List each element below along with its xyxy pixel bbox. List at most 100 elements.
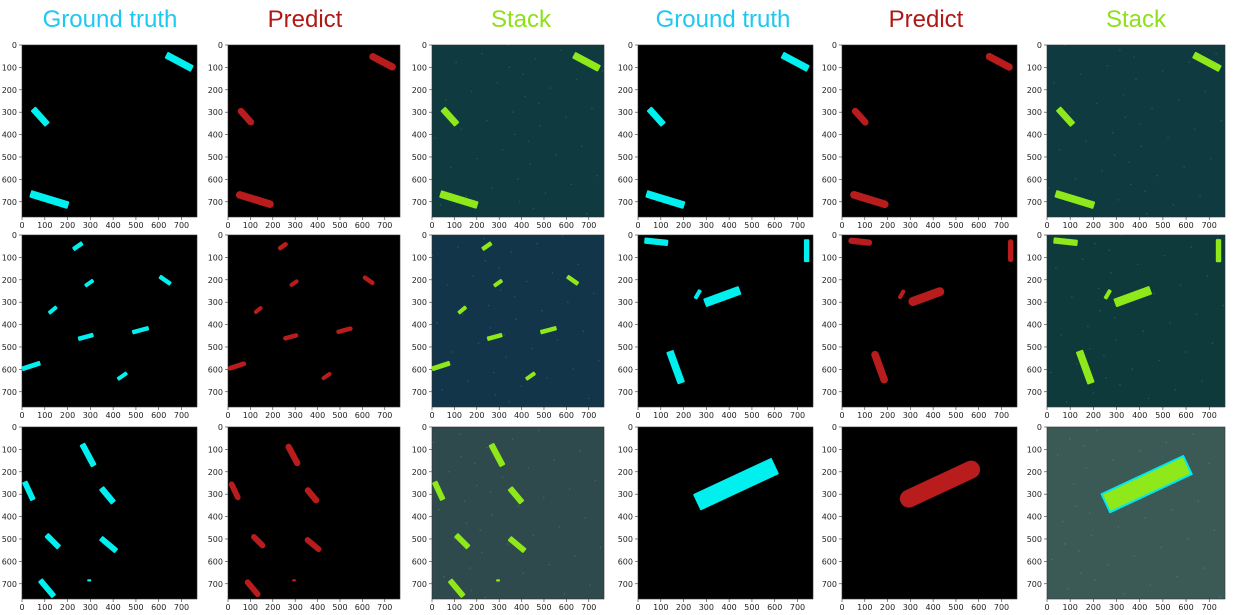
sea-texture [1106,563,1109,566]
y-tick-label: 600 [1027,557,1042,566]
y-tick-label: 100 [618,253,633,262]
y-tick-label: 100 [1027,63,1042,72]
sea-texture [555,154,557,156]
x-tick-label: 200 [469,603,484,612]
y-tick-label: 400 [822,131,837,140]
sea-texture [501,149,504,151]
sea-texture [1138,123,1141,125]
sea-texture [1192,433,1194,435]
y-tick-label: 400 [1027,131,1042,140]
sea-texture [534,57,536,60]
x-tick-label: 500 [948,221,963,230]
sea-texture [579,450,581,452]
sea-texture [1199,195,1201,198]
y-tick-label: 0 [628,423,633,432]
x-tick-label: 200 [1086,411,1101,420]
y-tick-label: 200 [1027,86,1042,95]
sea-texture [1179,284,1182,286]
ship-mask-stack [1076,349,1095,385]
ship-mask-stack [432,480,446,501]
y-tick-label: 0 [628,41,633,50]
ship-mask-predict [289,279,299,287]
y-tick-label: 400 [412,321,427,330]
x-tick-label: 700 [994,603,1009,612]
sea-texture [1088,347,1091,350]
y-tick-label: 0 [832,231,837,240]
image-background [637,426,814,600]
sea-texture [1092,392,1095,395]
sea-texture [443,575,445,578]
ship-mask-ground-truth [803,239,810,263]
sea-texture [494,394,497,396]
x-tick-label: 700 [174,411,189,420]
sea-texture [487,304,490,307]
sea-texture [1140,145,1143,148]
ship-mask-predict [304,537,322,553]
x-tick-label: 0 [635,411,640,420]
sea-texture [1072,482,1075,485]
sea-texture [1149,584,1152,587]
x-tick-label: 300 [903,411,918,420]
x-tick-label: 100 [653,411,668,420]
sea-texture [1112,458,1114,461]
sea-texture [1163,254,1166,257]
y-tick-label: 600 [2,557,17,566]
sea-texture [1094,579,1096,581]
y-tick-label: 200 [2,468,17,477]
sea-texture [1128,161,1130,163]
x-tick-label: 700 [1202,411,1217,420]
sea-texture [1085,467,1087,470]
sea-texture [1065,401,1068,403]
y-tick-label: 700 [2,198,17,207]
x-tick-label: 500 [128,411,143,420]
sea-texture [570,183,573,186]
sea-texture [1080,572,1082,574]
sea-texture [512,438,514,440]
ship-mask-ground-truth [21,360,41,372]
y-tick-label: 300 [412,108,427,117]
x-tick-label: 400 [106,603,121,612]
header-predict-1: Predict [267,6,343,33]
x-tick-label: 600 [355,411,370,420]
x-tick-label: 100 [653,221,668,230]
y-tick-label: 300 [822,108,837,117]
x-tick-label: 100 [37,221,52,230]
ship-mask-ground-truth [84,278,95,288]
y-tick-label: 0 [218,41,223,50]
header-stack-1: Stack [490,6,552,33]
x-tick-label: 100 [243,411,258,420]
ship-mask-stack [507,486,525,505]
sea-texture [460,128,463,131]
sea-texture [1078,550,1080,552]
x-tick-label: 600 [151,411,166,420]
x-tick-label: 500 [332,603,347,612]
sea-texture [465,195,468,198]
sea-texture [1158,359,1160,362]
x-tick-label: 200 [880,411,895,420]
sea-texture [525,280,528,283]
y-tick-label: 0 [1037,41,1042,50]
y-tick-label: 700 [822,198,837,207]
y-tick-label: 200 [822,468,837,477]
y-tick-label: 200 [412,86,427,95]
sea-texture [1113,154,1116,156]
x-tick-label: 300 [699,603,714,612]
ship-mask-predict [235,191,274,208]
y-tick-label: 400 [208,321,223,330]
sea-texture [1131,368,1134,370]
y-tick-label: 600 [618,365,633,374]
y-tick-label: 100 [822,253,837,262]
sea-texture [1115,339,1118,341]
sea-texture [549,87,552,89]
sea-texture [527,467,530,470]
ship-mask-predict [899,460,981,508]
ship-mask-ground-truth [77,332,94,341]
image-background [841,44,1018,218]
x-tick-label: 500 [536,221,551,230]
y-tick-label: 700 [1027,198,1042,207]
sea-texture [591,107,593,110]
sea-texture [500,289,502,291]
y-tick-label: 200 [208,276,223,285]
ship-mask-ground-truth [99,536,118,553]
y-tick-label: 200 [2,86,17,95]
